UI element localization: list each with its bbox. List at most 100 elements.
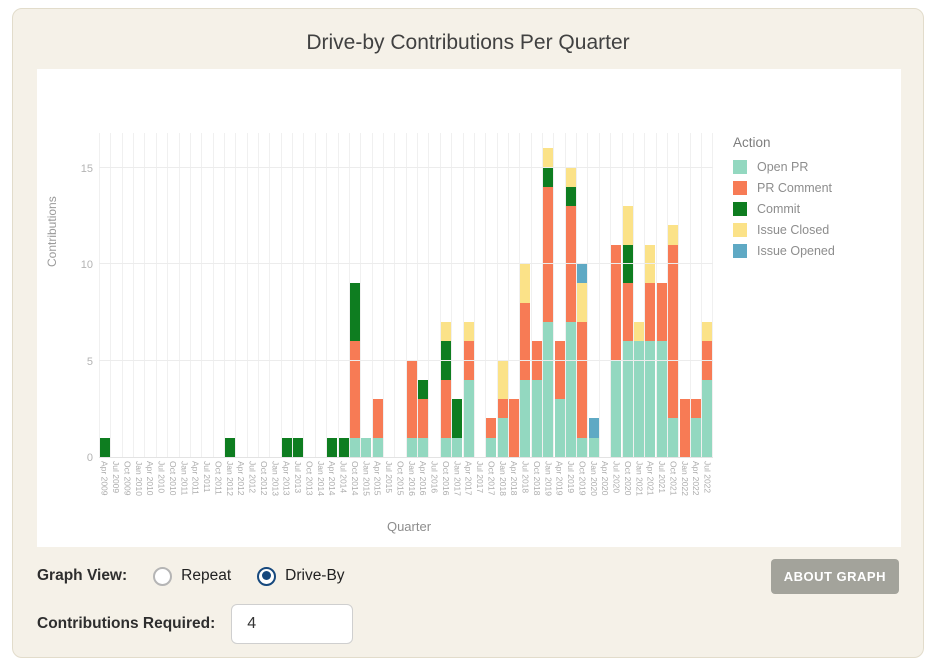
x-tick-label: Oct 2011 [213,461,224,495]
bar-segment [611,244,622,361]
bar-segment [406,360,417,438]
x-tick-label: Apr 2015 [372,461,383,496]
bar-column [155,133,167,457]
bar-column [201,133,212,457]
legend-label: Issue Opened [757,244,835,258]
x-tick-label: Jul 2013 [293,461,304,494]
legend-item: PR Comment [733,181,887,195]
bar-segment [554,341,565,400]
about-graph-button[interactable]: ABOUT GRAPH [770,558,899,594]
bar-column [462,133,474,457]
bar-column [542,133,554,457]
x-tick-label: Apr 2012 [236,461,247,496]
bar-segment [668,225,679,245]
bar-column [519,133,531,457]
chart-panel: Contributions 0 5 10 15 Apr 2009 Jul 2009 Oct… [37,69,901,547]
x-label-cell: Apr 2015 [372,461,383,513]
radio-repeat-icon[interactable] [153,566,173,586]
x-tick-label: Jan 2014 [315,461,326,496]
y-tick-label: 15 [80,162,93,175]
bar-column [394,133,405,457]
bar-segment [679,399,690,457]
legend-swatch-icon [733,160,747,174]
x-label-cell: Oct 2010 [167,461,178,513]
bar-segment [543,167,554,187]
bar-column [632,133,645,457]
bar-segment [350,437,361,457]
x-tick-label: Jul 2018 [520,461,531,494]
bar-column [292,133,304,457]
bar-segment [463,341,474,380]
x-label-cell: Jan 2014 [315,461,326,513]
bar-segment [565,167,576,187]
radio-driveby-label: Drive-By [285,567,345,584]
graph-view-row: Graph View: Repeat Drive-By ABOUT GRAPH [37,558,899,594]
bar-column [382,133,394,457]
x-label-cell: Apr 2014 [327,461,338,513]
radio-option-repeat[interactable]: Repeat [153,566,232,586]
bar-segment [622,244,633,284]
x-label-cell: Jul 2016 [429,461,440,513]
radio-repeat-label: Repeat [181,567,232,584]
x-tick-label: Jan 2012 [224,461,235,496]
x-label-cell: Jan 2013 [270,461,281,513]
x-label-cell: Jul 2014 [338,461,349,513]
legend-swatch-icon [733,244,747,258]
legend-item: Issue Opened [733,244,887,258]
radio-option-driveby[interactable]: Drive-By [257,566,345,586]
x-tick-label: Oct 2012 [258,461,269,496]
legend-swatch-icon [733,202,747,216]
x-tick-label: Apr 2013 [281,461,292,496]
bar-segment [463,321,474,342]
bar-segment [565,186,576,207]
x-label-cell: Oct 2020 [622,461,633,513]
x-tick-label: Jan 2016 [406,461,417,496]
x-label-cell: Jan 2016 [406,461,417,513]
bar-column [405,133,417,457]
gridline [99,263,713,264]
bar-column [621,133,633,457]
legend-label: Issue Closed [757,223,830,237]
page-title: Drive-by Contributions Per Quarter [306,31,630,54]
bar-segment [702,379,713,457]
x-tick-label: Jan 2011 [179,461,190,496]
x-label-cell: Oct 2019 [577,461,588,513]
plot-wrap: Apr 2009 Jul 2009 Oct 2009 Jan 2010 Apr 2010… [99,133,719,543]
x-label-cell: Jan 2020 [588,461,599,513]
x-tick-label: Jul 2014 [338,461,349,494]
bar-segment [668,418,679,457]
x-tick-label: Jul 2010 [156,461,167,494]
x-tick-label: Jan 2010 [133,461,144,496]
x-axis-title: Quarter [386,519,432,534]
x-tick-label: Jul 2019 [566,461,577,494]
bar-column [348,133,361,457]
bar-segment [509,399,520,457]
bar-segment [293,437,304,457]
bar-segment [225,437,236,457]
bar-column [258,133,269,457]
bar-segment [100,437,111,457]
x-tick-label: Jan 2022 [679,461,690,496]
x-tick-label: Apr 2022 [691,461,702,496]
bar-column [678,133,690,457]
radio-driveby-icon[interactable] [257,566,277,586]
x-label-cell: Apr 2010 [145,461,156,513]
bar-segment [372,437,383,457]
contributions-required-input[interactable] [231,604,354,644]
x-label-cell: Jul 2011 [201,461,212,513]
bar-segment [634,341,645,457]
bar-segment [543,186,554,322]
x-tick-label: Oct 2017 [486,461,497,496]
bar-column [485,133,497,457]
bar-segment [372,399,383,438]
bar-segment [520,302,531,380]
x-label-cell: Jul 2018 [520,461,531,513]
bar-column [439,133,451,457]
bar-segment [520,264,531,303]
bar-column [371,133,383,457]
x-tick-label: Apr 2017 [463,461,474,496]
x-label-cell: Jan 2017 [452,461,463,513]
x-tick-label: Jan 2021 [634,461,645,496]
x-label-cell: Jul 2010 [156,461,167,513]
bar-segment [418,379,429,400]
